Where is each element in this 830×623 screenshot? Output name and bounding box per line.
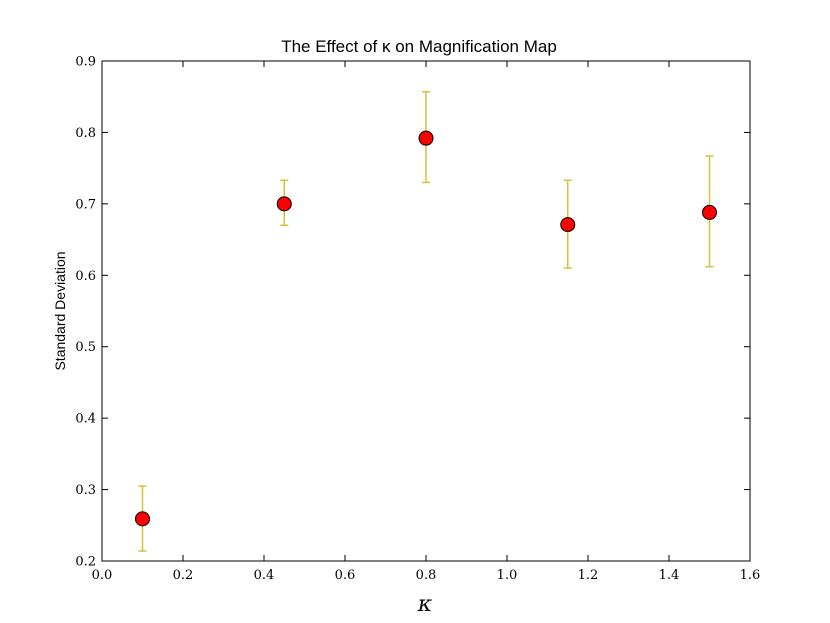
data-point bbox=[560, 217, 576, 233]
x-tick-label: 1.6 bbox=[740, 568, 761, 583]
y-tick-label: 0.2 bbox=[75, 555, 96, 570]
y-tick-label: 0.3 bbox=[75, 483, 96, 498]
y-tick-label: 0.8 bbox=[75, 126, 96, 141]
y-tick-label: 0.4 bbox=[75, 412, 96, 427]
y-tick-label: 0.7 bbox=[75, 197, 96, 212]
data-point bbox=[702, 204, 717, 220]
data-point bbox=[276, 196, 292, 212]
x-tick-label: 0.8 bbox=[416, 568, 437, 583]
x-tick-label: 0.2 bbox=[173, 568, 194, 583]
data-point bbox=[418, 130, 434, 146]
y-tick-label: 0.5 bbox=[75, 340, 96, 355]
x-tick-label: 0.4 bbox=[254, 568, 275, 583]
y-tick-label: 0.6 bbox=[75, 269, 96, 284]
y-tick-label: 0.9 bbox=[75, 55, 96, 70]
x-tick-label: 1.2 bbox=[578, 568, 599, 583]
plot-area: 0.0 0.2 0.4 0.6 0.8 1.0 1.2 1.4 1.60.20.30.40.50… bbox=[75, 55, 760, 584]
x-tick-label: 0.6 bbox=[335, 568, 356, 583]
x-tick-label: 0.0 bbox=[92, 568, 113, 583]
data-point bbox=[135, 511, 150, 527]
y-axis-label: Standard Deviation bbox=[52, 251, 68, 370]
x-axis-label: κ bbox=[417, 592, 433, 617]
chart-title: The Effect of κ on Magnification Map bbox=[281, 37, 557, 56]
x-tick-label: 1.0 bbox=[497, 568, 518, 583]
x-tick-label: 1.4 bbox=[659, 568, 680, 583]
